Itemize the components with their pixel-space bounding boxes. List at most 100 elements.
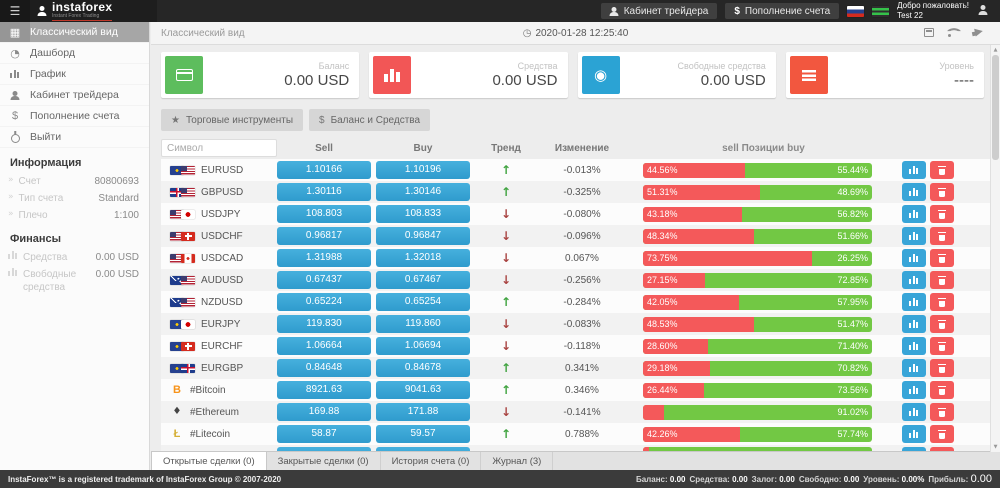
instrument-row: EURUSD 1.10166 1.10196 ↑ -0.013% 44.56% … bbox=[161, 159, 990, 181]
remove-instrument-button[interactable] bbox=[930, 425, 954, 443]
sell-price-button[interactable]: 8921.63 bbox=[277, 381, 371, 399]
buy-price-button[interactable]: 1.06694 bbox=[376, 337, 470, 355]
sell-price-button[interactable]: 1.30116 bbox=[277, 183, 371, 201]
tab-account-history[interactable]: История счета (0) bbox=[381, 452, 482, 470]
open-chart-button[interactable] bbox=[902, 381, 926, 399]
secondary-language-flag-icon[interactable] bbox=[872, 5, 890, 17]
sell-price-button[interactable]: 1.10166 bbox=[277, 161, 371, 179]
sidebar-item-label: Пополнение счета bbox=[30, 110, 120, 122]
remove-instrument-button[interactable] bbox=[930, 403, 954, 421]
tab-closed-deals[interactable]: Закрытые сделки (0) bbox=[267, 452, 381, 470]
sidebar-item-chart[interactable]: График bbox=[0, 64, 149, 85]
symbol-icons bbox=[170, 165, 195, 175]
sell-price-button[interactable]: 0.84648 bbox=[277, 359, 371, 377]
remove-instrument-button[interactable] bbox=[930, 337, 954, 355]
sell-price-button[interactable] bbox=[277, 447, 371, 454]
chevron-right-icon: » bbox=[8, 209, 14, 219]
scroll-down-arrow-icon[interactable]: ▼ bbox=[993, 444, 998, 450]
sell-price-button[interactable]: 169.88 bbox=[277, 403, 371, 421]
open-chart-button[interactable] bbox=[902, 315, 926, 333]
remove-instrument-button[interactable] bbox=[930, 381, 954, 399]
symbol-name: #Ethereum bbox=[190, 406, 239, 418]
remove-instrument-button[interactable] bbox=[930, 205, 954, 223]
buy-price-button[interactable]: 59.57 bbox=[376, 425, 470, 443]
remove-instrument-button[interactable] bbox=[930, 227, 954, 245]
sidebar-item-logout[interactable]: Выйти bbox=[0, 127, 149, 148]
rss-feed-icon[interactable] bbox=[948, 24, 958, 42]
avatar-button[interactable] bbox=[978, 2, 988, 20]
trading-instruments-button[interactable]: ★ Торговые инструменты bbox=[161, 109, 303, 131]
chart-icon bbox=[909, 276, 919, 284]
buy-price-button[interactable]: 9041.63 bbox=[376, 381, 470, 399]
russian-language-flag-icon[interactable] bbox=[847, 5, 865, 17]
buy-price-button[interactable]: 0.84678 bbox=[376, 359, 470, 377]
scrollbar-thumb[interactable] bbox=[992, 55, 999, 160]
remove-instrument-button[interactable] bbox=[930, 161, 954, 179]
sidebar-item-deposit[interactable]: $ Пополнение счета bbox=[0, 106, 149, 127]
remove-instrument-button[interactable] bbox=[930, 183, 954, 201]
buy-price-button[interactable] bbox=[376, 447, 470, 454]
tab-journal[interactable]: Журнал (3) bbox=[481, 452, 554, 470]
megaphone-icon[interactable] bbox=[972, 24, 984, 42]
remove-instrument-button[interactable] bbox=[930, 315, 954, 333]
open-chart-button[interactable] bbox=[902, 161, 926, 179]
sell-positions-segment bbox=[643, 404, 664, 420]
sell-price-button[interactable]: 119.830 bbox=[277, 315, 371, 333]
buy-price-button[interactable]: 119.860 bbox=[376, 315, 470, 333]
buy-price-button[interactable]: 0.96847 bbox=[376, 227, 470, 245]
sell-price-button[interactable]: 108.803 bbox=[277, 205, 371, 223]
deposit-button[interactable]: $ Пополнение счета bbox=[725, 3, 840, 19]
trash-icon bbox=[938, 319, 946, 329]
sidebar-item-dashboard[interactable]: ◔ Дашборд bbox=[0, 43, 149, 64]
sell-price-button[interactable]: 0.65224 bbox=[277, 293, 371, 311]
logo[interactable]: instaforex Instant Forex Trading bbox=[30, 0, 157, 22]
tab-open-deals[interactable]: Открытые сделки (0) bbox=[151, 451, 267, 470]
trader-cabinet-button[interactable]: Кабинет трейдера bbox=[600, 3, 718, 19]
sidebar-item-trader-cabinet[interactable]: Кабинет трейдера bbox=[0, 85, 149, 106]
scroll-up-arrow-icon[interactable]: ▲ bbox=[993, 47, 998, 53]
open-chart-button[interactable] bbox=[902, 337, 926, 355]
sell-price-button[interactable]: 1.31988 bbox=[277, 249, 371, 267]
buy-price-button[interactable]: 1.10196 bbox=[376, 161, 470, 179]
buy-price-button[interactable]: 0.65254 bbox=[376, 293, 470, 311]
buy-price-button[interactable]: 0.67467 bbox=[376, 271, 470, 289]
balance-and-funds-button[interactable]: $ Баланс и Средства bbox=[309, 109, 431, 131]
symbol-name: #Bitcoin bbox=[190, 384, 226, 396]
remove-instrument-button[interactable] bbox=[930, 293, 954, 311]
open-chart-button[interactable] bbox=[902, 359, 926, 377]
card-label: Уровень bbox=[939, 61, 974, 71]
buy-price-button[interactable]: 171.88 bbox=[376, 403, 470, 421]
symbol-cell: NZDUSD bbox=[161, 297, 275, 308]
buy-price-button[interactable]: 108.833 bbox=[376, 205, 470, 223]
open-chart-button[interactable] bbox=[902, 403, 926, 421]
positions-column-header: sell Позиции buy bbox=[722, 142, 805, 154]
vertical-scrollbar[interactable]: ▲ ▼ bbox=[990, 45, 1000, 452]
open-chart-button[interactable] bbox=[902, 425, 926, 443]
open-chart-button[interactable] bbox=[902, 249, 926, 267]
instrument-row: EURGBP 0.84648 0.84678 ↑ 0.341% 29.18% 7… bbox=[161, 357, 990, 379]
au-flag-icon bbox=[170, 275, 184, 285]
symbol-icons: Ł bbox=[170, 428, 184, 440]
open-chart-button[interactable] bbox=[902, 271, 926, 289]
sell-price-button[interactable]: 0.96817 bbox=[277, 227, 371, 245]
symbol-filter-input[interactable] bbox=[161, 139, 277, 157]
open-chart-button[interactable] bbox=[902, 205, 926, 223]
sell-price-button[interactable]: 58.87 bbox=[277, 425, 371, 443]
open-chart-button[interactable] bbox=[902, 293, 926, 311]
calendar-icon[interactable] bbox=[924, 24, 934, 42]
sell-positions-segment: 27.15% bbox=[643, 272, 706, 288]
sell-price-button[interactable]: 1.06664 bbox=[277, 337, 371, 355]
menu-toggle-button[interactable]: ☰ bbox=[0, 0, 30, 22]
toolbar: ★ Торговые инструменты $ Баланс и Средст… bbox=[151, 103, 1000, 135]
remove-instrument-button[interactable] bbox=[930, 249, 954, 267]
remove-instrument-button[interactable] bbox=[930, 271, 954, 289]
sidebar-item-classic-view[interactable]: ▦ Классический вид bbox=[0, 22, 149, 43]
open-chart-button[interactable] bbox=[902, 227, 926, 245]
remove-instrument-button[interactable] bbox=[930, 359, 954, 377]
instrument-row: EURCHF 1.06664 1.06694 ↓ -0.118% 28.60% … bbox=[161, 335, 990, 357]
sell-price-button[interactable]: 0.67437 bbox=[277, 271, 371, 289]
buy-price-button[interactable]: 1.30146 bbox=[376, 183, 470, 201]
buy-price-button[interactable]: 1.32018 bbox=[376, 249, 470, 267]
sell-positions-segment: 28.60% bbox=[643, 338, 709, 354]
open-chart-button[interactable] bbox=[902, 183, 926, 201]
